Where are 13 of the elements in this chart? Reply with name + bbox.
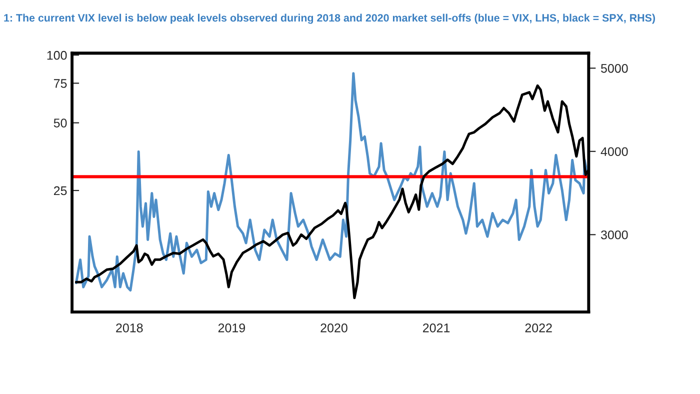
y-tick-label: 75: [54, 79, 67, 88]
y-tick-label: 100: [47, 50, 67, 60]
y-tick-label: 25: [54, 186, 67, 196]
y2-tick-label: 3000: [600, 230, 628, 240]
y-tick-label: 50: [54, 118, 67, 128]
y2-tick-label: 5000: [601, 64, 628, 73]
x-tick-label: 2021: [423, 323, 450, 332]
x-tick-label: 2022: [525, 323, 552, 332]
chart-title: 1: The current VIX level is below peak levels observed during 2018 and 2020 market sell-offs (blue = VIX, LHS, black = SPX, RHS): [4, 14, 655, 24]
x-tick-label: 2018: [116, 323, 143, 332]
x-tick-label: 2020: [320, 323, 348, 332]
y2-tick-label: 4000: [600, 147, 628, 156]
x-tick-label: 2019: [218, 323, 245, 332]
